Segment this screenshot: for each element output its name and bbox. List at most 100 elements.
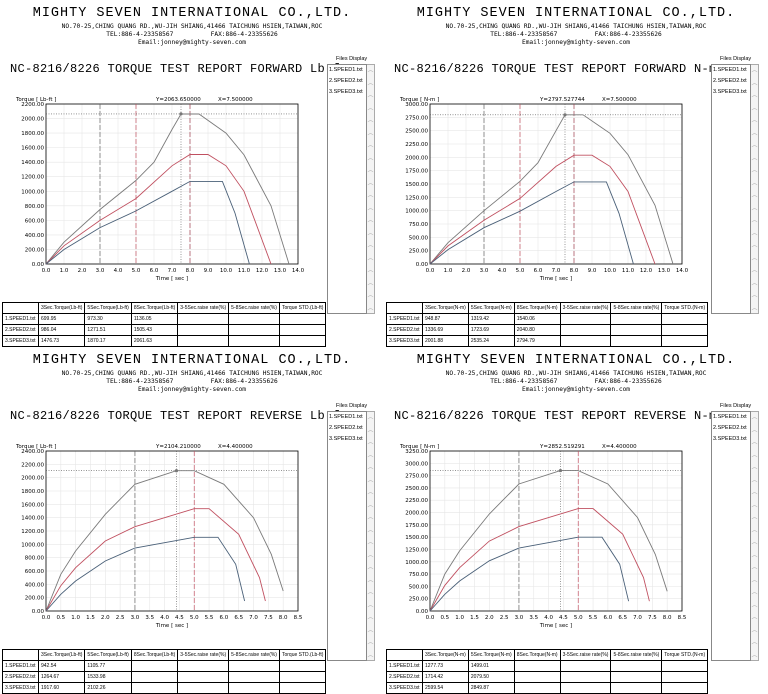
file-item[interactable]: 1.SPEED1.txt	[329, 414, 363, 420]
scroll-chevron-icon[interactable]: ︿	[367, 167, 374, 174]
scroll-chevron-icon[interactable]: ︿	[367, 229, 374, 237]
files-scrollbar[interactable]: ︿ ︿ ︿ ︿ ︿ ︿ ︿ ︿ ︿ ︿ ︿ ︿ ︿ ︿ ︿ ︿ ︿ ︿ ︿ ︿	[367, 64, 375, 314]
scroll-chevron-icon[interactable]: ︿	[751, 539, 758, 546]
scroll-chevron-icon[interactable]: ︿	[367, 104, 374, 112]
scroll-chevron-icon[interactable]: ︿	[751, 242, 758, 249]
scroll-chevron-icon[interactable]: ︿	[367, 639, 374, 646]
scroll-chevron-icon[interactable]: ︿	[367, 451, 374, 459]
files-list[interactable]: 1.SPEED1.txt 2.SPEED2.txt 3.SPEED3.txt	[327, 64, 367, 314]
scroll-chevron-icon[interactable]: ︿	[751, 651, 758, 659]
scroll-chevron-icon[interactable]: ︿	[751, 229, 758, 237]
scroll-chevron-icon[interactable]: ︿	[751, 464, 758, 471]
scroll-chevron-icon[interactable]: ︿	[751, 117, 758, 124]
scroll-chevron-icon[interactable]: ︿	[751, 426, 758, 434]
scroll-chevron-icon[interactable]: ︿	[367, 292, 374, 299]
scroll-chevron-icon[interactable]: ︿	[751, 167, 758, 174]
scroll-chevron-icon[interactable]: ︿	[367, 242, 374, 249]
files-scrollbar[interactable]: ︿ ︿ ︿ ︿ ︿ ︿ ︿ ︿ ︿ ︿ ︿ ︿ ︿ ︿ ︿ ︿ ︿ ︿ ︿ ︿	[367, 411, 375, 661]
file-item[interactable]: 2.SPEED2.txt	[329, 425, 363, 431]
scroll-chevron-icon[interactable]: ︿	[751, 217, 758, 224]
scroll-chevron-icon[interactable]: ︿	[367, 651, 374, 659]
scroll-chevron-icon[interactable]: ︿	[367, 626, 374, 634]
scroll-chevron-icon[interactable]: ︿	[751, 129, 758, 137]
scroll-chevron-icon[interactable]: ︿	[751, 489, 758, 496]
scroll-chevron-icon[interactable]: ︿	[751, 154, 758, 162]
scroll-chevron-icon[interactable]: ︿	[367, 526, 374, 534]
scroll-chevron-icon[interactable]: ︿	[751, 601, 758, 609]
scroll-chevron-icon[interactable]: ︿	[367, 551, 374, 559]
scroll-chevron-icon[interactable]: ︿	[367, 564, 374, 571]
files-list[interactable]: 1.SPEED1.txt 2.SPEED2.txt 3.SPEED3.txt	[711, 411, 751, 661]
files-scrollbar[interactable]: ︿ ︿ ︿ ︿ ︿ ︿ ︿ ︿ ︿ ︿ ︿ ︿ ︿ ︿ ︿ ︿ ︿ ︿ ︿ ︿	[751, 411, 759, 661]
scroll-chevron-icon[interactable]: ︿	[751, 476, 758, 484]
scroll-chevron-icon[interactable]: ︿	[367, 539, 374, 546]
file-item[interactable]: 3.SPEED3.txt	[329, 436, 363, 442]
file-item[interactable]: 2.SPEED2.txt	[329, 78, 363, 84]
scroll-chevron-icon[interactable]: ︿	[751, 79, 758, 87]
scroll-chevron-icon[interactable]: ︿	[367, 179, 374, 187]
scroll-chevron-icon[interactable]: ︿	[751, 551, 758, 559]
scroll-chevron-icon[interactable]: ︿	[367, 117, 374, 124]
scroll-chevron-icon[interactable]: ︿	[367, 67, 374, 74]
file-item[interactable]: 1.SPEED1.txt	[713, 67, 747, 73]
scroll-chevron-icon[interactable]: ︿	[751, 626, 758, 634]
scroll-chevron-icon[interactable]: ︿	[367, 601, 374, 609]
scroll-chevron-icon[interactable]: ︿	[367, 267, 374, 274]
file-item[interactable]: 2.SPEED2.txt	[713, 425, 747, 431]
scroll-chevron-icon[interactable]: ︿	[751, 267, 758, 274]
scroll-chevron-icon[interactable]: ︿	[367, 192, 374, 199]
scroll-chevron-icon[interactable]: ︿	[751, 501, 758, 509]
scroll-chevron-icon[interactable]: ︿	[751, 204, 758, 212]
scroll-chevron-icon[interactable]: ︿	[751, 614, 758, 621]
scroll-chevron-icon[interactable]: ︿	[751, 192, 758, 199]
scroll-chevron-icon[interactable]: ︿	[751, 514, 758, 521]
scroll-chevron-icon[interactable]: ︿	[367, 304, 374, 312]
file-item[interactable]: 3.SPEED3.txt	[713, 436, 747, 442]
scroll-chevron-icon[interactable]: ︿	[367, 79, 374, 87]
scroll-chevron-icon[interactable]: ︿	[367, 426, 374, 434]
scroll-chevron-icon[interactable]: ︿	[367, 439, 374, 446]
file-item[interactable]: 2.SPEED2.txt	[713, 78, 747, 84]
file-item[interactable]: 3.SPEED3.txt	[713, 89, 747, 95]
files-list[interactable]: 1.SPEED1.txt 2.SPEED2.txt 3.SPEED3.txt	[711, 64, 751, 314]
scroll-chevron-icon[interactable]: ︿	[751, 179, 758, 187]
scroll-chevron-icon[interactable]: ︿	[751, 439, 758, 446]
scroll-chevron-icon[interactable]: ︿	[367, 92, 374, 99]
scroll-chevron-icon[interactable]: ︿	[367, 589, 374, 596]
file-item[interactable]: 3.SPEED3.txt	[329, 89, 363, 95]
files-list[interactable]: 1.SPEED1.txt 2.SPEED2.txt 3.SPEED3.txt	[327, 411, 367, 661]
scroll-chevron-icon[interactable]: ︿	[367, 501, 374, 509]
scroll-chevron-icon[interactable]: ︿	[751, 639, 758, 646]
scroll-chevron-icon[interactable]: ︿	[751, 67, 758, 74]
scroll-chevron-icon[interactable]: ︿	[751, 142, 758, 149]
scroll-chevron-icon[interactable]: ︿	[751, 254, 758, 262]
scroll-chevron-icon[interactable]: ︿	[367, 217, 374, 224]
scroll-chevron-icon[interactable]: ︿	[367, 279, 374, 287]
scroll-chevron-icon[interactable]: ︿	[367, 514, 374, 521]
scroll-chevron-icon[interactable]: ︿	[367, 154, 374, 162]
scroll-chevron-icon[interactable]: ︿	[751, 589, 758, 596]
file-item[interactable]: 1.SPEED1.txt	[329, 67, 363, 73]
scroll-chevron-icon[interactable]: ︿	[751, 292, 758, 299]
scroll-chevron-icon[interactable]: ︿	[751, 104, 758, 112]
scroll-chevron-icon[interactable]: ︿	[367, 142, 374, 149]
scroll-chevron-icon[interactable]: ︿	[367, 464, 374, 471]
scroll-chevron-icon[interactable]: ︿	[367, 489, 374, 496]
files-scrollbar[interactable]: ︿ ︿ ︿ ︿ ︿ ︿ ︿ ︿ ︿ ︿ ︿ ︿ ︿ ︿ ︿ ︿ ︿ ︿ ︿ ︿	[751, 64, 759, 314]
scroll-chevron-icon[interactable]: ︿	[367, 576, 374, 584]
scroll-chevron-icon[interactable]: ︿	[367, 476, 374, 484]
scroll-chevron-icon[interactable]: ︿	[751, 414, 758, 421]
scroll-chevron-icon[interactable]: ︿	[751, 304, 758, 312]
scroll-chevron-icon[interactable]: ︿	[367, 254, 374, 262]
scroll-chevron-icon[interactable]: ︿	[367, 204, 374, 212]
scroll-chevron-icon[interactable]: ︿	[751, 279, 758, 287]
scroll-chevron-icon[interactable]: ︿	[367, 414, 374, 421]
file-item[interactable]: 1.SPEED1.txt	[713, 414, 747, 420]
scroll-chevron-icon[interactable]: ︿	[367, 614, 374, 621]
scroll-chevron-icon[interactable]: ︿	[751, 526, 758, 534]
scroll-chevron-icon[interactable]: ︿	[751, 451, 758, 459]
scroll-chevron-icon[interactable]: ︿	[751, 564, 758, 571]
scroll-chevron-icon[interactable]: ︿	[751, 576, 758, 584]
scroll-chevron-icon[interactable]: ︿	[367, 129, 374, 137]
scroll-chevron-icon[interactable]: ︿	[751, 92, 758, 99]
